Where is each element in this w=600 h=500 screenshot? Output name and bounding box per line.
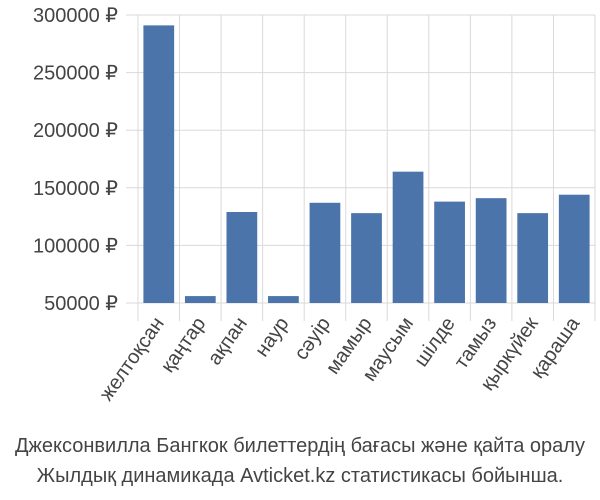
x-tick-label: наур (251, 313, 294, 361)
bar-қараша (558, 194, 590, 303)
bar-шілде (434, 201, 465, 303)
bars (143, 25, 590, 303)
caption-line-1: Джексонвилла Бангкок билеттердің бағасы … (15, 435, 585, 457)
y-tick-label: 150000 ₽ (33, 178, 118, 200)
x-tick-label: қаңтар (157, 313, 211, 376)
bar-сәуір (309, 202, 341, 303)
bar-желтоқсан (143, 25, 175, 303)
y-tick-label: 300000 ₽ (33, 5, 118, 27)
bar-наур (268, 296, 299, 303)
y-tick-label: 50000 ₽ (44, 293, 118, 315)
bar-тамыз (475, 198, 507, 303)
x-axis-tick-labels: желтоқсанқаңтарақпаннаурсәуірмамырмаусым… (96, 313, 585, 405)
caption-line-2: Жылдық динамикада Avticket.kz статистика… (36, 465, 564, 487)
x-tick-label: желтоқсан (96, 313, 169, 405)
bar-маусым (392, 171, 424, 303)
y-axis-tick-labels: 50000 ₽ 100000 ₽ 150000 ₽ 200000 ₽ 250000 ₽ 3… (33, 5, 118, 315)
y-tick-label: 200000 ₽ (33, 120, 118, 142)
x-tick-label: ақпан (204, 313, 252, 369)
y-tick-label: 100000 ₽ (33, 235, 118, 257)
bar-қаңтар (184, 296, 216, 303)
y-tick-label: 250000 ₽ (33, 63, 118, 85)
bar-қыркүйек (517, 213, 549, 303)
bar-ақпан (226, 211, 258, 303)
grid-lines (126, 14, 596, 321)
chart-caption: Джексонвилла Бангкок билеттердің бағасы … (0, 431, 600, 491)
bar-мамыр (351, 213, 382, 303)
